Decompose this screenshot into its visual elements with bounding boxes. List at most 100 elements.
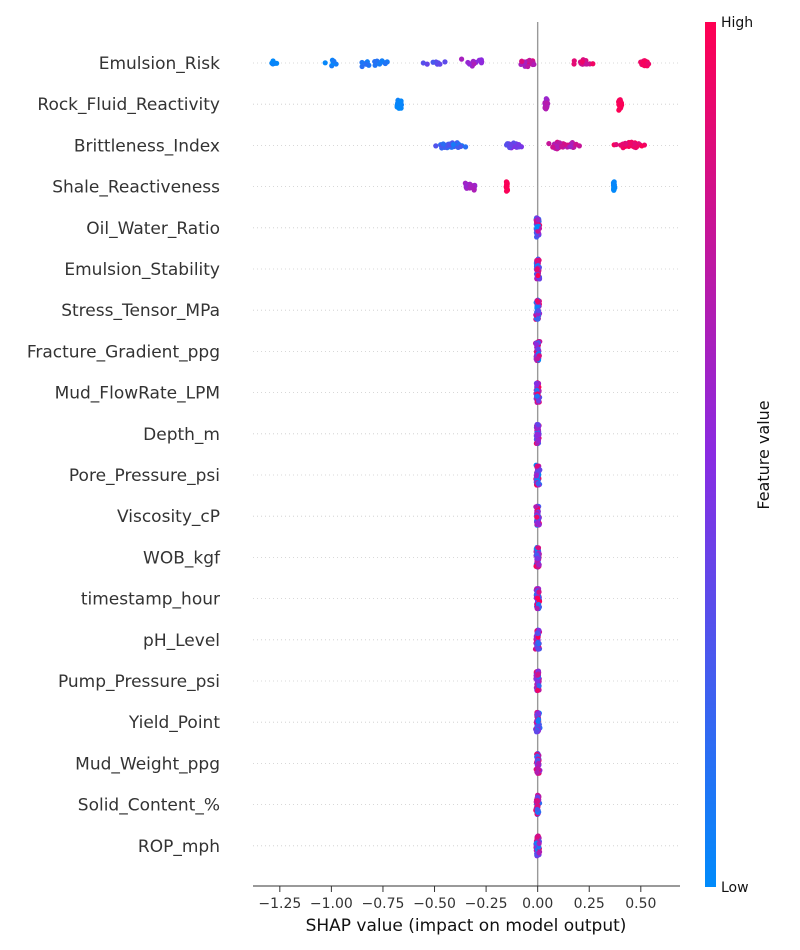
shap-point	[535, 639, 541, 646]
shap-point	[534, 266, 540, 272]
shap-point	[567, 144, 573, 150]
shap-point	[536, 850, 542, 856]
shap-point	[611, 185, 617, 191]
feature-label: Mud_Weight_ppg	[75, 754, 220, 774]
feature-label: Stress_Tensor_MPa	[61, 301, 220, 321]
shap-point	[516, 142, 522, 148]
shap-point	[503, 188, 510, 194]
shap-point	[519, 58, 525, 64]
x-tick-label: 0.00	[522, 896, 553, 912]
colorbar-high-label: High	[721, 15, 753, 31]
shap-point	[458, 56, 465, 62]
x-tick-label: −0.75	[362, 896, 405, 912]
shap-point	[534, 769, 540, 775]
shap-point	[450, 141, 456, 148]
shap-point	[534, 806, 540, 813]
shap-point	[627, 141, 633, 147]
feature-label: Mud_FlowRate_LPM	[55, 384, 220, 404]
shap-point	[534, 555, 541, 561]
shap-point	[534, 605, 540, 612]
feature-label: Depth_m	[143, 425, 220, 445]
shap-point	[271, 60, 278, 66]
x-axis-title: SHAP value (impact on model output)	[306, 916, 627, 936]
shap-point	[396, 105, 402, 111]
shap-point	[508, 141, 514, 148]
feature-label: Pore_Pressure_psi	[69, 466, 220, 486]
shap-point	[533, 729, 540, 735]
x-tick-label: −0.50	[413, 896, 456, 912]
shap-point	[536, 522, 542, 528]
shap-point	[536, 683, 542, 689]
shap-point	[550, 144, 556, 150]
shap-point	[465, 59, 471, 66]
shap-point	[535, 216, 541, 223]
shap-point	[584, 61, 590, 67]
colorbar-low-label: Low	[721, 880, 749, 896]
shap-point	[440, 141, 446, 147]
shap-point	[590, 61, 596, 67]
shap-point	[535, 710, 541, 716]
shap-point	[535, 480, 541, 486]
shap-point	[536, 562, 542, 568]
shap-point	[536, 398, 542, 404]
shap-point	[535, 545, 542, 551]
shap-point	[534, 393, 540, 399]
feature-label: Solid_Content_%	[78, 796, 220, 816]
shap-point	[535, 316, 541, 322]
feature-label: ROP_mph	[138, 837, 220, 857]
shap-point	[573, 141, 579, 147]
shap-point	[618, 102, 625, 108]
x-tick-label: −1.00	[310, 896, 353, 912]
shap-point	[542, 104, 548, 110]
shap-point	[613, 141, 619, 148]
x-ticks: −1.25 −1.00 −0.75 −0.50 −0.25 0.00 0.25 0.50	[258, 886, 656, 912]
shap-point	[536, 589, 542, 595]
shap-point	[535, 765, 541, 771]
shap-point	[526, 57, 533, 63]
shap-point	[359, 59, 365, 66]
feature-label: Oil_Water_Ratio	[86, 219, 220, 239]
shap-point	[331, 58, 337, 64]
feature-label: Yield_Point	[128, 713, 221, 733]
shap-point	[641, 62, 647, 68]
feature-label: Rock_Fluid_Reactivity	[37, 95, 220, 115]
shap-point	[468, 182, 474, 188]
shap-point	[639, 143, 645, 149]
shap-point	[579, 58, 585, 65]
shap-point	[534, 431, 540, 437]
shap-point	[535, 595, 541, 601]
shap-point	[535, 307, 541, 314]
shap-point	[457, 143, 464, 150]
x-tick-label: 0.50	[625, 896, 656, 912]
beeswarm-points	[269, 56, 652, 859]
feature-label: Viscosity_cP	[117, 507, 220, 527]
shap-point	[534, 463, 540, 469]
shap-point	[546, 140, 552, 147]
shap-point	[535, 716, 542, 723]
feature-label: Fracture_Gradient_ppg	[27, 342, 220, 362]
shap-point	[535, 646, 541, 652]
shap-point	[503, 179, 510, 185]
shap-point	[535, 272, 541, 279]
shap-point	[471, 61, 477, 67]
feature-label: Emulsion_Risk	[99, 54, 220, 74]
shap-point	[437, 61, 443, 67]
shap-point	[620, 141, 626, 147]
x-tick-label: 0.25	[574, 896, 605, 912]
shap-point	[533, 473, 539, 479]
shap-point	[442, 59, 448, 65]
feature-label: Brittleness_Index	[74, 136, 220, 156]
shap-point	[535, 672, 541, 678]
colorbar: High Low Feature value	[705, 15, 773, 896]
feature-label: WOB_kgf	[143, 548, 221, 568]
shap-point	[559, 143, 565, 150]
shap-point	[372, 58, 378, 65]
shap-point	[363, 61, 369, 67]
feature-label: Shale_Reactiveness	[52, 178, 220, 198]
colorbar-gradient	[705, 22, 716, 887]
shap-point	[534, 224, 540, 230]
shap-point	[535, 630, 541, 637]
shap-point	[535, 421, 541, 428]
shap-point	[322, 60, 328, 66]
